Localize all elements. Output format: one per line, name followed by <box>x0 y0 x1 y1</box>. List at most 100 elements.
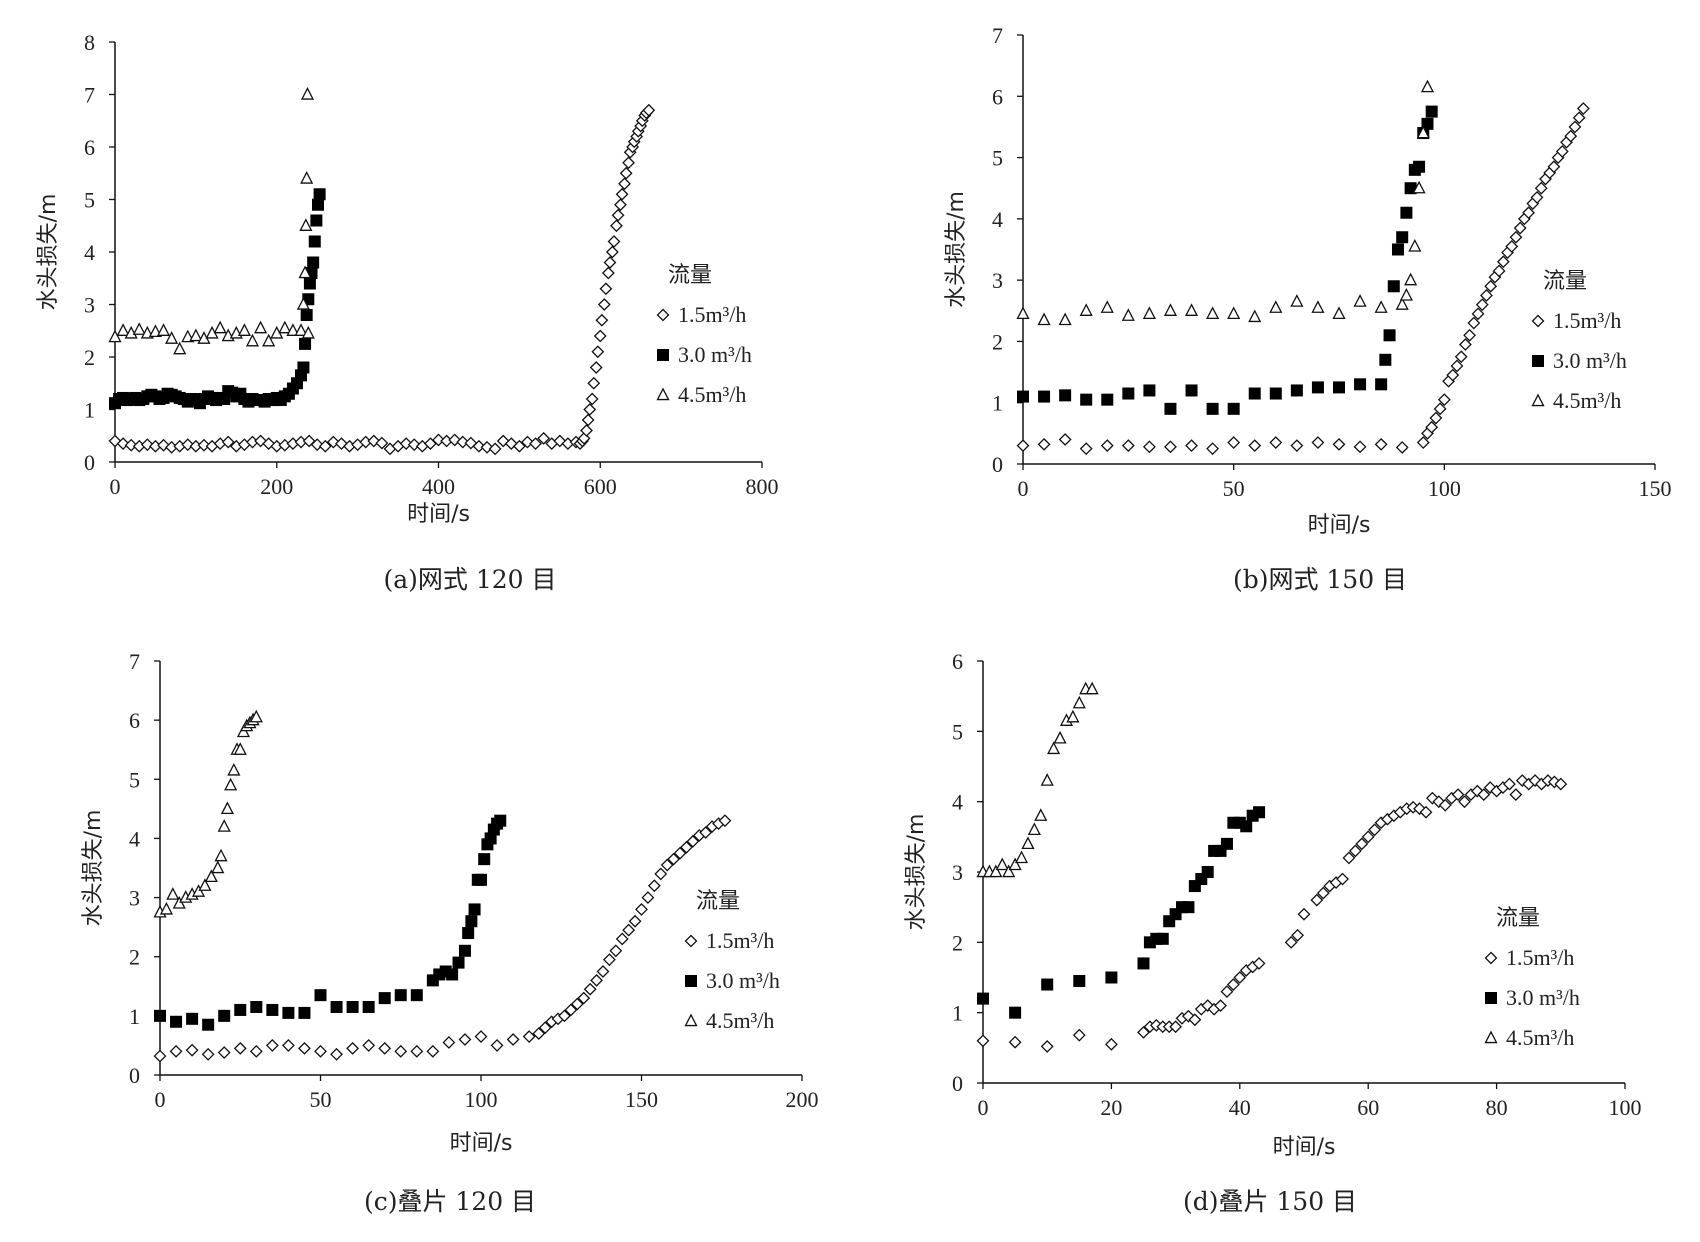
data-point-diamond <box>1480 289 1493 302</box>
y-tick-label: 4 <box>992 207 1003 232</box>
data-point-diamond <box>490 1039 504 1052</box>
data-point-triangle <box>249 709 263 723</box>
data-point-square <box>1354 378 1367 391</box>
data-point-diamond <box>580 424 593 437</box>
data-point-diamond <box>1547 160 1561 174</box>
data-point-diamond <box>558 1009 571 1023</box>
data-point-diamond <box>641 891 655 904</box>
data-point-square <box>1195 873 1208 886</box>
data-point-square <box>410 989 423 1002</box>
data-point-diamond <box>599 282 613 296</box>
data-point-diamond <box>1492 264 1506 278</box>
legend: 流量 1.5m³/h 3.0 m³/h 4.5m³/h <box>684 889 780 1033</box>
legend-title: 流量 <box>1496 906 1540 931</box>
data-point-diamond <box>346 1041 360 1055</box>
data-point-diamond <box>314 1044 327 1058</box>
data-point-diamond <box>310 438 324 452</box>
data-point-triangle <box>214 848 228 862</box>
data-point-triangle <box>1002 864 1016 878</box>
x-tick-label: 150 <box>625 1087 658 1112</box>
x-tick-label: 100 <box>1609 1095 1642 1120</box>
data-point-diamond <box>603 256 617 269</box>
data-point-square <box>234 1003 247 1016</box>
data-point-square <box>266 1003 279 1016</box>
data-point-triangle <box>300 87 315 100</box>
data-point-diamond <box>1568 120 1582 134</box>
data-point-triangle <box>1027 822 1041 835</box>
data-point-diamond <box>1008 1035 1022 1049</box>
data-point-diamond <box>1475 298 1489 312</box>
data-point-triangle <box>1163 303 1178 316</box>
x-tick-label: 100 <box>1428 476 1461 501</box>
data-point-diamond <box>1316 886 1330 900</box>
data-point-diamond <box>1496 255 1510 269</box>
data-point-diamond <box>426 1044 440 1058</box>
data-point-square <box>314 989 327 1002</box>
y-tick-label: 3 <box>84 293 95 318</box>
data-point-triangle <box>173 341 187 355</box>
series-square <box>154 814 507 1031</box>
legend-entry: 3.0 m³/h <box>1553 348 1627 373</box>
data-point-diamond <box>472 439 486 453</box>
data-point-diamond <box>1269 436 1283 449</box>
series-diamond <box>108 103 656 456</box>
data-point-square <box>1383 329 1396 342</box>
data-point-square <box>1017 390 1029 403</box>
data-point-triangle <box>296 297 311 310</box>
data-point-triangle <box>278 320 292 334</box>
data-point-diamond <box>976 1034 990 1048</box>
data-point-diamond <box>577 991 591 1005</box>
data-point-diamond <box>1206 442 1220 456</box>
data-point-diamond <box>564 1003 578 1017</box>
data-point-diamond <box>1104 1037 1118 1051</box>
data-point-triangle <box>1072 695 1086 709</box>
data-point-square <box>154 1009 166 1022</box>
data-point-diamond <box>1522 206 1536 220</box>
data-point-diamond <box>1484 279 1498 293</box>
legend: 流量 1.5m³/h 3.0 m³/h 4.5m³/h <box>656 263 752 407</box>
data-point-diamond <box>1572 111 1586 125</box>
data-point-diamond <box>667 852 681 866</box>
data-point-diamond <box>1297 907 1311 921</box>
data-point-diamond <box>265 1039 279 1052</box>
y-tick-label: 6 <box>952 649 963 674</box>
y-tick-label: 5 <box>952 719 963 744</box>
y-tick-label: 0 <box>84 450 95 475</box>
data-point-square <box>1169 908 1182 921</box>
legend-entry: 4.5m³/h <box>706 1008 774 1033</box>
data-point-diamond <box>1555 145 1569 158</box>
y-tick-label: 3 <box>129 886 140 911</box>
data-point-square <box>1391 243 1404 256</box>
chart-panel-3: 0 50 100 150 200 0 1 2 3 4 5 6 7 时间/s 水头损失/m 流量 1.5m³/h 3… <box>81 649 819 1216</box>
series-square <box>1017 105 1438 415</box>
data-point-square <box>1059 389 1072 402</box>
data-point-diamond <box>1513 221 1527 235</box>
data-point-diamond <box>583 982 597 996</box>
data-point-diamond <box>458 1033 472 1046</box>
data-point-square <box>1311 381 1324 394</box>
data-point-diamond <box>140 438 154 452</box>
data-point-diamond <box>615 187 629 201</box>
data-point-triangle <box>1121 308 1135 321</box>
data-point-diamond <box>1353 440 1367 454</box>
legend-title: 流量 <box>668 263 712 288</box>
data-point-triangle <box>1016 306 1030 320</box>
data-point-diamond <box>1361 830 1375 844</box>
legend-marker-diamond <box>1484 951 1498 965</box>
legend-entry: 4.5m³/h <box>1506 1025 1574 1050</box>
data-point-triangle <box>213 320 227 334</box>
data-point-triangle <box>301 325 315 339</box>
data-point-diamond <box>153 1049 167 1063</box>
data-point-diamond <box>1429 411 1443 425</box>
chart-caption: (b)网式 150 目 <box>1233 565 1407 594</box>
data-point-square <box>218 1009 231 1022</box>
chart-caption: (d)叠片 150 目 <box>1183 1187 1357 1216</box>
data-point-triangle <box>1412 180 1426 194</box>
legend: 流量 1.5m³/h 3.0 m³/h 4.5m³/h <box>1531 269 1627 413</box>
data-point-triangle <box>1100 300 1114 313</box>
data-point-diamond <box>181 438 195 452</box>
data-point-diamond <box>1284 935 1298 949</box>
data-point-diamond <box>1220 985 1234 998</box>
data-point-diamond <box>585 392 599 406</box>
data-point-diamond <box>593 329 607 343</box>
